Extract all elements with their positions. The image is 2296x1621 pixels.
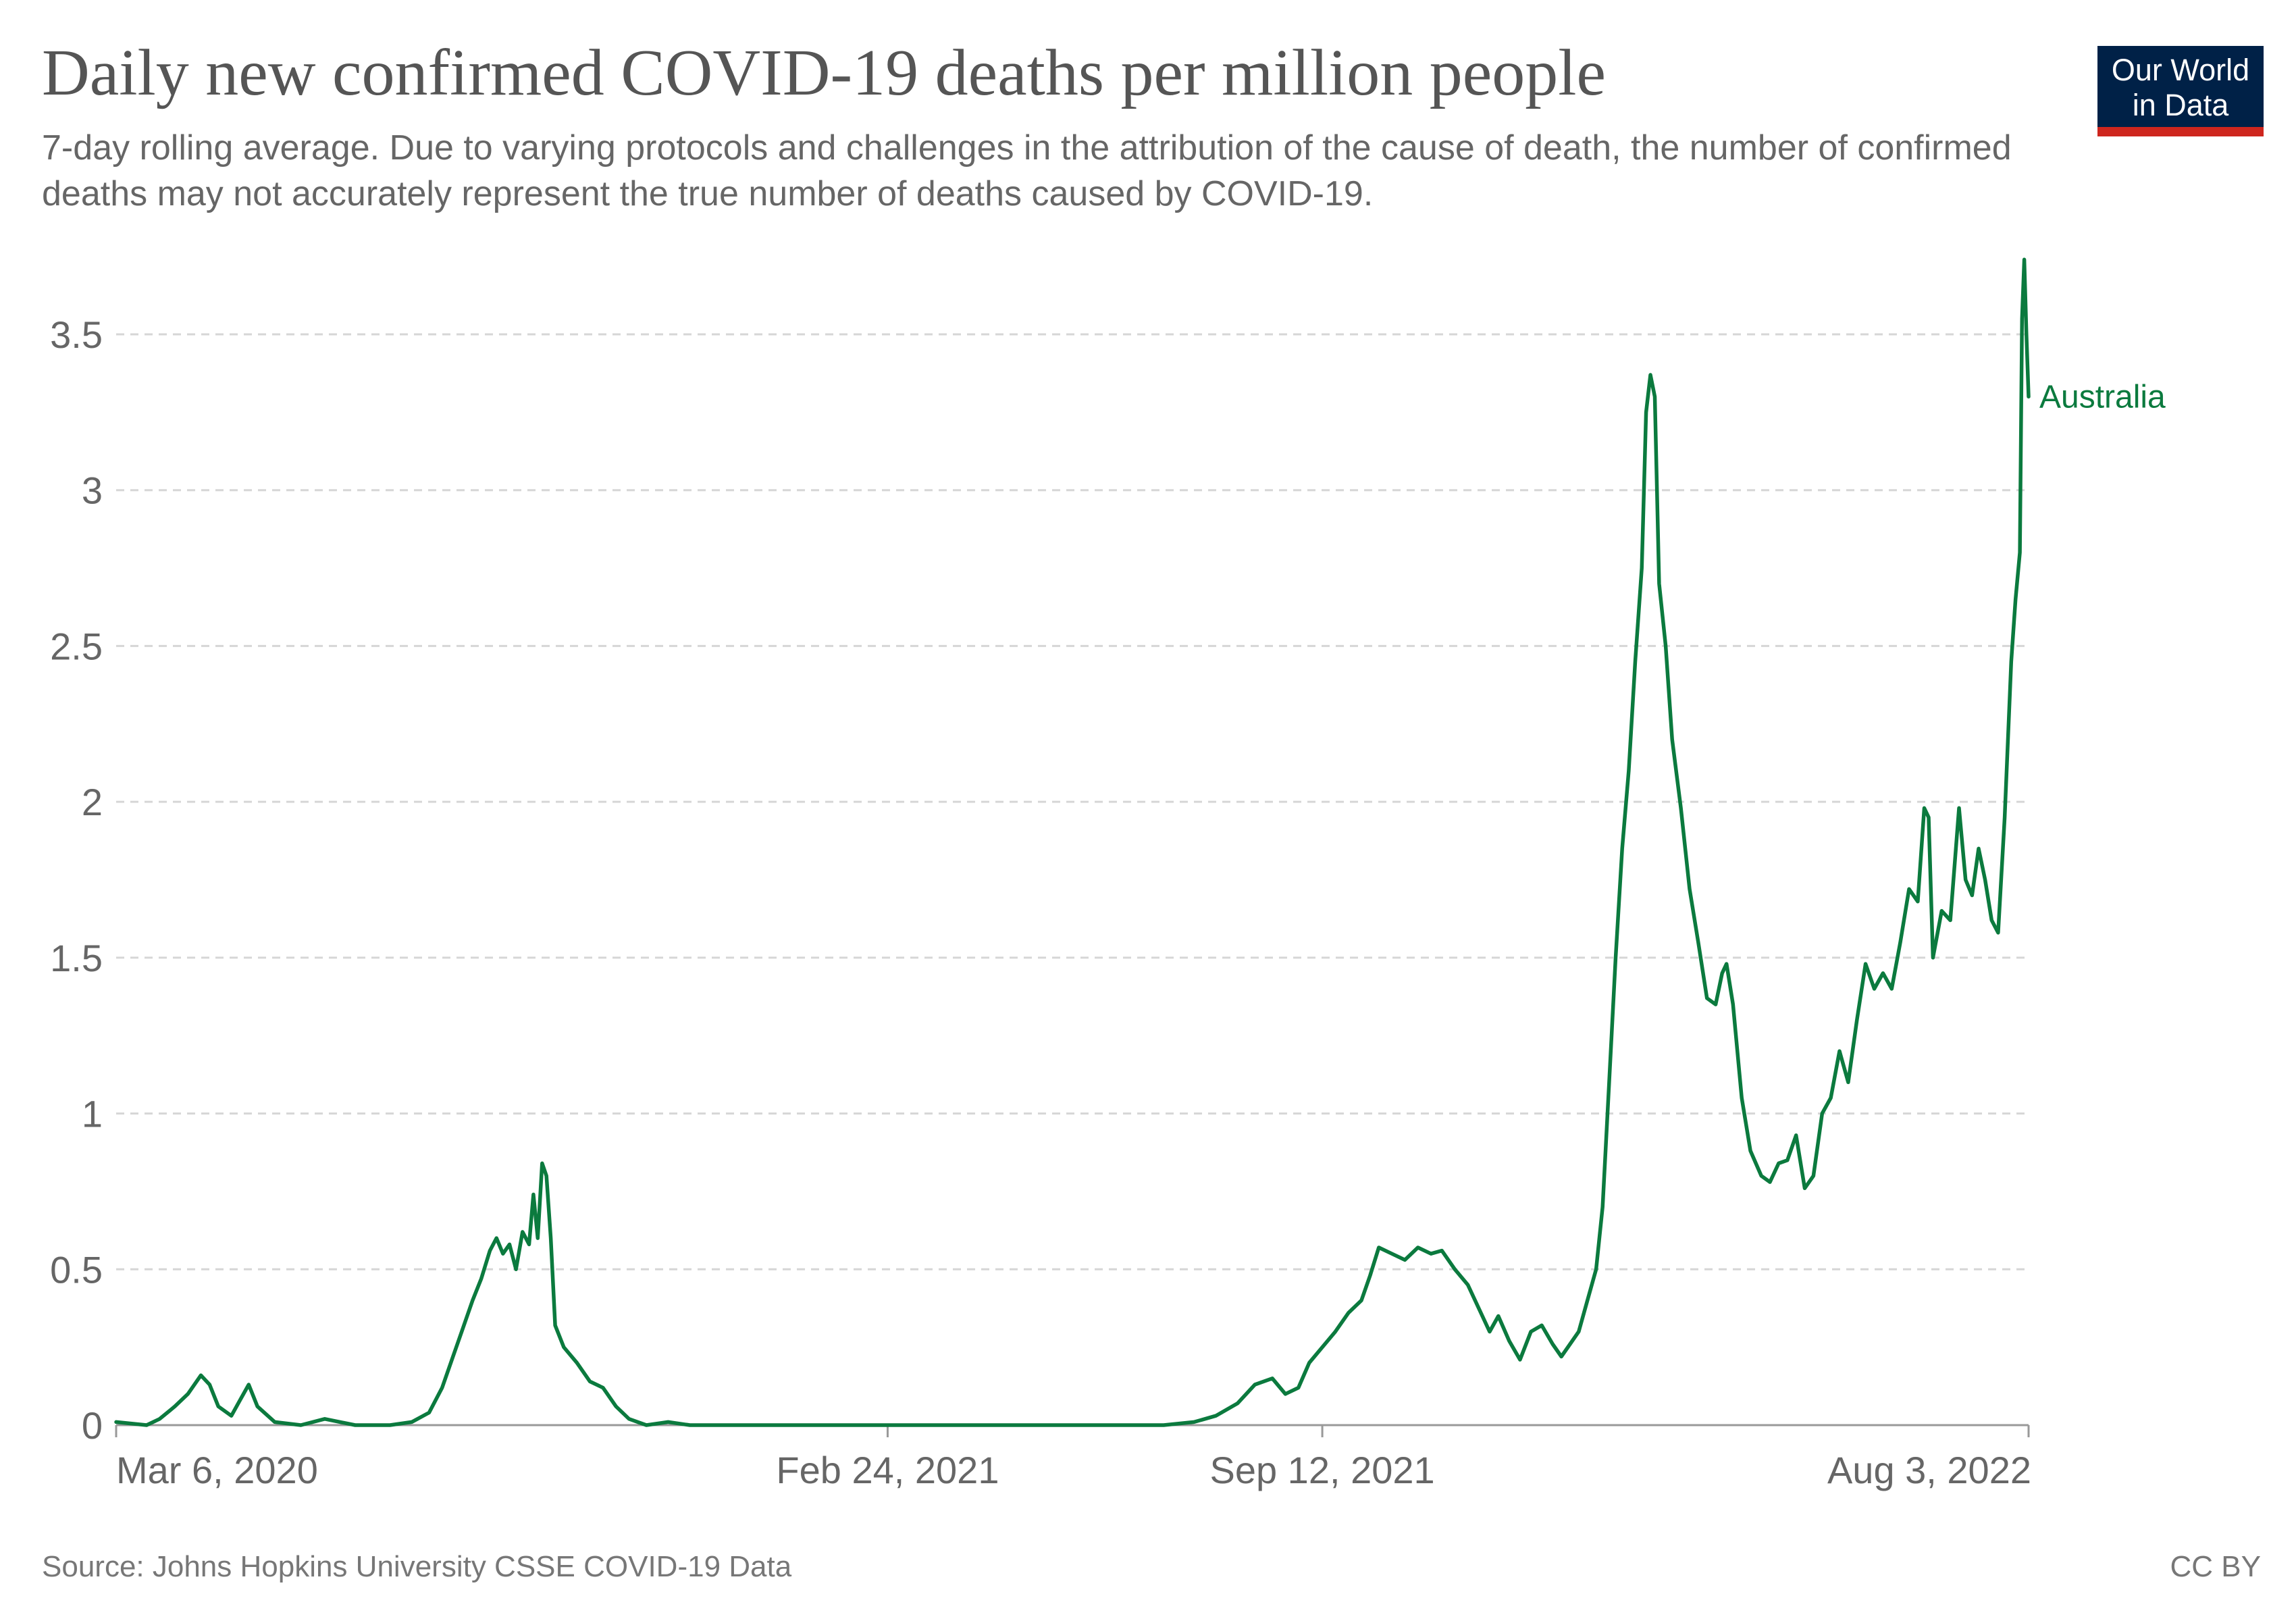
y-tick-label: 1.5 <box>50 937 103 979</box>
series-label[interactable]: Australia <box>2039 379 2166 415</box>
x-tick-label: Sep 12, 2021 <box>1209 1449 1434 1491</box>
x-tick-label: Mar 6, 2020 <box>116 1449 318 1491</box>
series-group: Australia <box>114 257 2166 1427</box>
logo-accent-bar <box>2097 127 2264 136</box>
chart-subtitle: 7-day rolling average. Due to varying pr… <box>42 128 2012 213</box>
y-tick-label: 3.5 <box>50 313 103 356</box>
x-tick-label: Aug 3, 2022 <box>1827 1449 2031 1491</box>
y-axis: 0 0.5 1 1.5 2 2.5 3 3.5 <box>50 313 103 1447</box>
y-tick-label: 3 <box>82 469 103 512</box>
logo-text: Our World in Data <box>2111 53 2250 122</box>
y-tick-label: 2.5 <box>50 625 103 667</box>
chart-title: Daily new confirmed COVID-19 deaths per … <box>42 36 1607 109</box>
y-tick-label: 1 <box>82 1093 103 1135</box>
y-tick-label: 2 <box>82 781 103 823</box>
series-line-australia[interactable] <box>114 257 2031 1427</box>
owid-logo[interactable]: Our World in Data <box>2097 46 2264 136</box>
grid-lines <box>116 333 2029 1270</box>
license-label[interactable]: CC BY <box>2170 1550 2261 1583</box>
source-note[interactable]: Source: Johns Hopkins University CSSE CO… <box>42 1550 792 1583</box>
y-tick-label: 0.5 <box>50 1248 103 1291</box>
x-tick-label: Feb 24, 2021 <box>776 1449 999 1491</box>
x-axis: Mar 6, 2020 Feb 24, 2021 Sep 12, 2021 Aug 3… <box>115 1424 2031 1491</box>
y-tick-label: 0 <box>82 1404 103 1447</box>
